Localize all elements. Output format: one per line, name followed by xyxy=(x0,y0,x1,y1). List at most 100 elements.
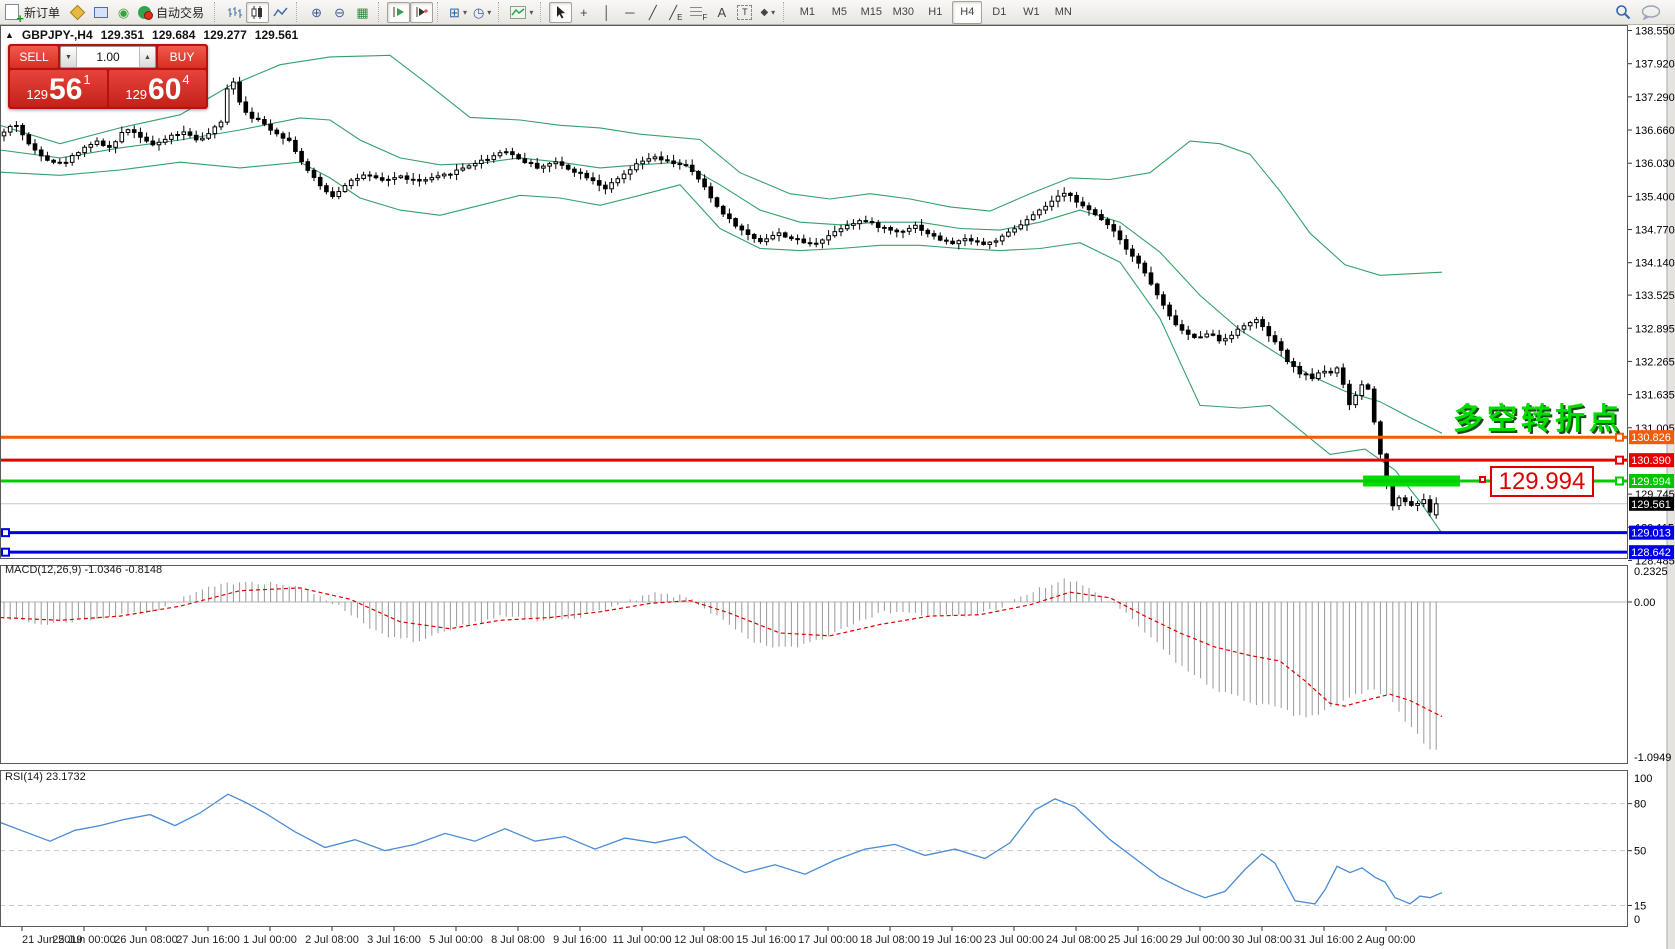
market-depth-button[interactable] xyxy=(66,2,89,23)
search-icon[interactable] xyxy=(1615,4,1631,20)
svg-text:5 Jul 00:00: 5 Jul 00:00 xyxy=(429,934,483,946)
timeframe-button-H4[interactable]: H4 xyxy=(952,0,983,24)
cursor-tool-button[interactable] xyxy=(549,1,573,23)
svg-text:130.826: 130.826 xyxy=(1631,432,1671,444)
zoom-out-button[interactable]: ⊖ xyxy=(328,2,351,23)
line-chart-button[interactable] xyxy=(269,2,292,23)
collapse-triangle-icon[interactable]: ▲ xyxy=(5,30,14,40)
svg-text:133.525: 133.525 xyxy=(1635,290,1675,302)
axis-line-price-label xyxy=(1629,474,1674,488)
volume-decrease-button[interactable]: ▼ xyxy=(61,47,77,67)
text-label-tool-button[interactable]: T xyxy=(733,2,756,23)
line-handle-square xyxy=(1615,432,1624,442)
axis-line-price-label xyxy=(1629,430,1674,445)
channel-icon: ╱ xyxy=(669,4,678,20)
level-price-label[interactable]: 129.994 xyxy=(1490,466,1594,497)
svg-text:0.2325: 0.2325 xyxy=(1634,566,1668,578)
svg-text:31 Jul 16:00: 31 Jul 16:00 xyxy=(1294,934,1354,946)
main-toolbar: 新订单 ◉ 自动交易 ⊕ ⊖ ▦ ⊞▾ ◷▾ xyxy=(0,0,1675,26)
autotrading-label: 自动交易 xyxy=(156,5,205,20)
timeframe-button-D1[interactable]: D1 xyxy=(992,6,1007,18)
svg-text:12 Jul 08:00: 12 Jul 08:00 xyxy=(674,934,734,946)
svg-text:0.00: 0.00 xyxy=(1634,597,1655,609)
signal-icon: ◉ xyxy=(117,4,130,20)
svg-text:134.770: 134.770 xyxy=(1635,225,1675,237)
volume-input[interactable] xyxy=(77,47,139,67)
indicators-icon xyxy=(510,5,527,19)
auto-scroll-button[interactable] xyxy=(387,1,411,23)
level-label-anchor-square[interactable] xyxy=(1479,476,1486,483)
zoom-in-icon: ⊕ xyxy=(311,4,322,20)
chat-icon[interactable] xyxy=(1641,4,1661,20)
periods-button[interactable]: ◷ ▾ xyxy=(470,2,494,23)
crosshair-tool-button[interactable]: + xyxy=(572,2,595,23)
buy-price-prefix: 129 xyxy=(125,87,148,102)
sell-price-pip: 1 xyxy=(83,72,91,87)
turning-point-annotation[interactable]: 多空转折点 xyxy=(1453,403,1623,436)
svg-text:50: 50 xyxy=(1634,846,1646,858)
sell-price-display[interactable]: 129 56 1 xyxy=(10,70,107,107)
svg-text:132.265: 132.265 xyxy=(1635,356,1675,368)
signals-button[interactable]: ◉ xyxy=(112,2,135,23)
arrows-tool-button[interactable]: ◆ ▾ xyxy=(756,2,779,23)
bar-chart-button[interactable] xyxy=(223,2,246,23)
toolbar-separator xyxy=(378,2,383,22)
svg-text:24 Jul 08:00: 24 Jul 08:00 xyxy=(1046,934,1106,946)
svg-text:0: 0 xyxy=(1634,914,1640,926)
buy-price-display[interactable]: 129 60 4 xyxy=(109,70,206,107)
svg-text:8 Jul 08:00: 8 Jul 08:00 xyxy=(491,934,545,946)
candlestick-chart-button[interactable] xyxy=(246,1,270,23)
timeframe-button-M30[interactable]: M30 xyxy=(892,6,915,18)
toolbar-separator xyxy=(498,2,503,22)
equidistant-channel-tool-button[interactable]: ╱ E xyxy=(664,2,687,23)
svg-text:129.994: 129.994 xyxy=(1631,476,1671,488)
terminal-button[interactable] xyxy=(89,2,112,23)
svg-text:129.013: 129.013 xyxy=(1631,528,1671,540)
svg-text:17 Jul 00:00: 17 Jul 00:00 xyxy=(798,934,858,946)
chart-shift-button[interactable] xyxy=(410,1,434,23)
chevron-down-icon: ▾ xyxy=(487,7,492,17)
cursor-arrow-icon xyxy=(556,6,565,19)
new-order-label: 新订单 xyxy=(24,5,61,20)
toolbar-separator xyxy=(437,2,442,22)
text-tool-button[interactable]: A xyxy=(710,2,733,23)
toolbar-separator xyxy=(783,2,788,22)
trendline-icon: ╱ xyxy=(648,4,657,20)
rsi-indicator-label: RSI(14) 23.1732 xyxy=(5,771,86,783)
timeframe-button-M1[interactable]: M1 xyxy=(799,6,815,18)
crosshair-icon: + xyxy=(580,4,588,20)
horizontal-line-tool-button[interactable]: ─ xyxy=(618,2,641,23)
line-handle-square xyxy=(1,528,10,538)
svg-text:100: 100 xyxy=(1634,773,1652,785)
horizontal-line-icon: ─ xyxy=(625,4,635,20)
volume-increase-button[interactable]: ▲ xyxy=(139,47,155,67)
trendline-tool-button[interactable]: ╱ xyxy=(641,2,664,23)
zoom-out-icon: ⊖ xyxy=(334,4,345,20)
zoom-in-button[interactable]: ⊕ xyxy=(305,2,328,23)
timeframe-toolbar: M1 M5 M15 M30 H1 H4 D1 W1 MN xyxy=(792,0,1078,24)
indicators-button[interactable]: ▾ xyxy=(507,2,536,23)
svg-text:137.920: 137.920 xyxy=(1635,59,1675,71)
new-order-button[interactable]: 新订单 xyxy=(2,2,66,26)
timeframe-button-M15[interactable]: M15 xyxy=(860,6,883,18)
price-axis: 138.550 137.920 137.290 136.660 136.030 135.4… xyxy=(1628,26,1675,926)
timeframe-button-M5[interactable]: M5 xyxy=(831,6,847,18)
channel-e-label: E xyxy=(677,12,683,22)
autotrading-button[interactable]: 自动交易 xyxy=(135,2,210,23)
monitor-icon xyxy=(93,6,108,18)
timeframe-button-MN[interactable]: MN xyxy=(1054,6,1072,18)
chart-canvas[interactable]: 138.550 137.920 137.290 136.660 136.030 135.4… xyxy=(0,25,1675,949)
tile-windows-button[interactable]: ▦ xyxy=(351,2,374,23)
buy-button[interactable]: BUY xyxy=(158,46,206,68)
new-chart-button[interactable]: ⊞ ▾ xyxy=(446,2,470,23)
vertical-line-tool-button[interactable]: │ xyxy=(595,2,618,23)
timeframe-button-H1[interactable]: H1 xyxy=(928,6,943,18)
tile-windows-icon: ▦ xyxy=(356,4,369,20)
svg-text:18 Jul 08:00: 18 Jul 08:00 xyxy=(860,934,920,946)
timeframe-button-W1[interactable]: W1 xyxy=(1023,6,1040,18)
fibonacci-tool-button[interactable]: F xyxy=(687,2,710,23)
sell-button[interactable]: SELL xyxy=(10,46,58,68)
text-label-icon: T xyxy=(737,4,753,20)
